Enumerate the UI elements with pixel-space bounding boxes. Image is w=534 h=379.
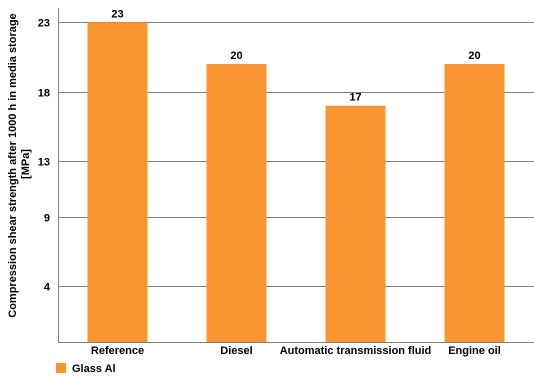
y-tick-label: 18 (38, 88, 50, 100)
bar (325, 105, 386, 342)
legend-label-glass-al: Glass Al (72, 363, 116, 375)
bars (87, 22, 505, 342)
data-label: 23 (111, 8, 123, 20)
data-labels: 23 20 17 20 (111, 8, 480, 103)
x-category-label: Diesel (220, 345, 252, 357)
bar (444, 64, 505, 342)
x-category-label: Engine oil (448, 345, 501, 357)
data-label: 17 (349, 92, 361, 104)
data-label: 20 (468, 50, 480, 62)
bar (206, 64, 267, 342)
legend-swatch-glass-al (56, 363, 66, 373)
bar (87, 22, 148, 342)
y-tick-label: 4 (44, 282, 51, 294)
y-axis-label-line-2: [MPa] (20, 149, 32, 179)
x-axis-categories: Reference Diesel Automatic transmission fl… (91, 345, 501, 357)
data-label: 20 (230, 50, 242, 62)
y-tick-label: 13 (38, 157, 50, 169)
y-tick-label: 23 (38, 18, 50, 30)
legend: Glass Al (56, 363, 116, 375)
y-tick-label: 9 (44, 213, 50, 225)
y-axis-ticks: 4 9 13 18 23 (38, 18, 51, 294)
x-category-label: Automatic transmission fluid (280, 345, 432, 357)
x-category-label: Reference (91, 345, 144, 357)
y-axis-label-line-1: Compression shear strength after 1000 h … (7, 13, 19, 317)
y-axis-label: Compression shear strength after 1000 h … (7, 10, 32, 318)
